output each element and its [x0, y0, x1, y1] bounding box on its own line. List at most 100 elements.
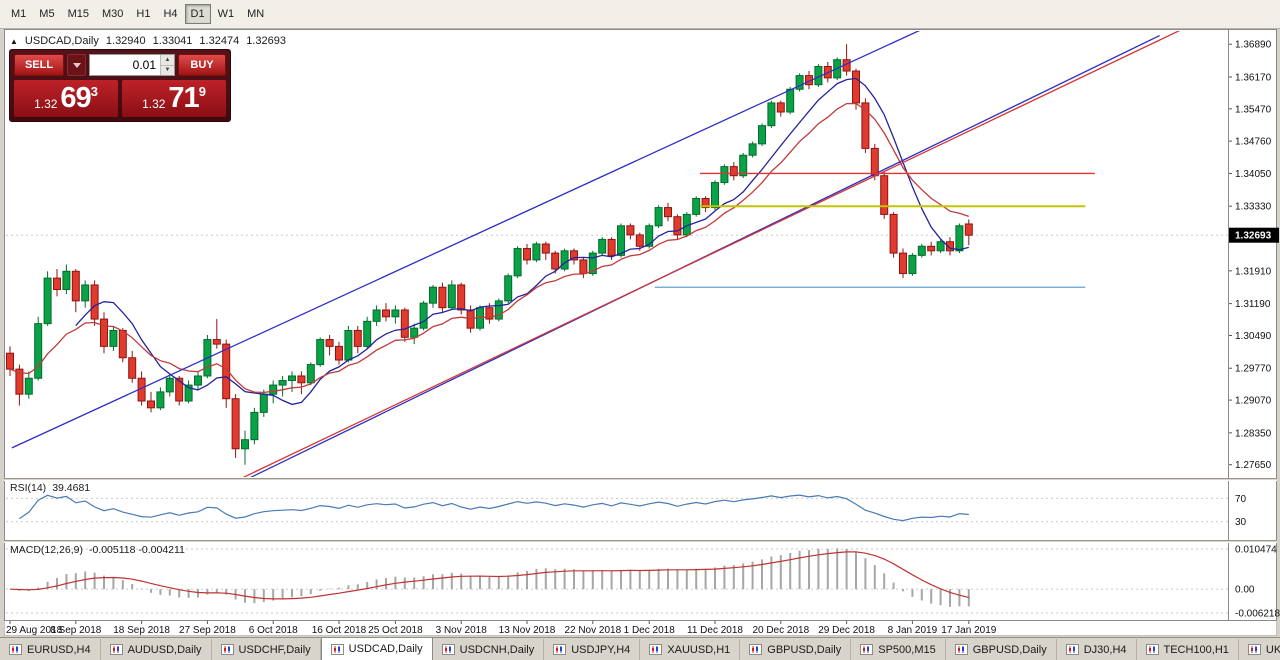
- svg-text:8 Jan 2019: 8 Jan 2019: [888, 625, 938, 636]
- svg-text:22 Nov 2018: 22 Nov 2018: [564, 625, 621, 636]
- lot-size-value[interactable]: 0.01: [132, 58, 156, 72]
- chart-tab-label: TECH100,H1: [1163, 643, 1229, 656]
- chart-tab-eurusd-h4[interactable]: EURUSD,H4: [0, 639, 101, 660]
- one-click-toggle-icon[interactable]: [10, 35, 18, 47]
- chart-window: 1.36890 1.36170 1.35470 1.34760 1.34050 1.333…: [0, 29, 1280, 637]
- chevron-down-icon: [72, 62, 81, 68]
- timeframe-button-m15[interactable]: M15: [62, 4, 95, 24]
- svg-text:11 Dec 2018: 11 Dec 2018: [687, 625, 743, 636]
- sell-price-display[interactable]: 1.32 69 3: [14, 80, 118, 117]
- candlestick-chart-icon: [1247, 644, 1261, 655]
- svg-text:1.32693: 1.32693: [1235, 231, 1272, 242]
- svg-text:25 Oct 2018: 25 Oct 2018: [368, 625, 423, 636]
- svg-text:30: 30: [1235, 517, 1247, 528]
- timeframe-button-mn[interactable]: MN: [241, 4, 270, 24]
- sell-button[interactable]: SELL: [14, 54, 64, 76]
- timeframe-button-m5[interactable]: M5: [33, 4, 60, 24]
- chart-tab-usdjpy-h4[interactable]: USDJPY,H4: [544, 639, 641, 660]
- chart-tab-label: UKOil,H1: [1265, 643, 1280, 656]
- svg-text:1 Dec 2018: 1 Dec 2018: [624, 625, 676, 636]
- svg-text:17 Jan 2019: 17 Jan 2019: [941, 625, 996, 636]
- timeframe-toolbar: M1 M5 M15 M30 H1 H4 D1 W1 MN: [0, 0, 1280, 29]
- rsi-value: 39.4681: [52, 482, 91, 494]
- chart-tab-sp500-m15[interactable]: SP500,M15: [851, 639, 946, 660]
- lot-options-button[interactable]: [67, 54, 86, 76]
- candlestick-chart-icon: [553, 644, 567, 655]
- svg-text:8 Sep 2018: 8 Sep 2018: [50, 625, 102, 636]
- svg-text:1.34760: 1.34760: [1235, 137, 1272, 148]
- ohlc-low: 1.32474: [199, 35, 240, 47]
- chart-tab-label: SP500,M15: [878, 643, 936, 656]
- candlestick-chart-icon: [220, 644, 234, 655]
- timeframe-button-m1[interactable]: M1: [5, 4, 32, 24]
- chart-tabs-bar: EURUSD,H4 AUDUSD,Daily USDCHF,Daily USDCAD,…: [0, 637, 1280, 660]
- svg-text:70: 70: [1235, 494, 1247, 505]
- candlestick-chart-icon: [1065, 644, 1079, 655]
- svg-text:1.36170: 1.36170: [1235, 72, 1272, 83]
- rsi-name: RSI(14): [10, 482, 47, 494]
- chart-tab-audusd-daily[interactable]: AUDUSD,Daily: [101, 639, 212, 660]
- candlestick-chart-icon: [9, 644, 22, 655]
- chart-tab-usdcad-daily[interactable]: USDCAD,Daily: [320, 638, 433, 660]
- chart-tab-label: GBPUSD,Daily: [767, 643, 842, 656]
- chart-tab-label: GBPUSD,Daily: [972, 643, 1047, 656]
- sell-price-prefix: 1.32: [34, 97, 58, 111]
- svg-text:3 Nov 2018: 3 Nov 2018: [436, 625, 488, 636]
- chart-tab-label: AUDUSD,Daily: [127, 643, 202, 656]
- timeframe-button-h1[interactable]: H1: [130, 4, 156, 24]
- svg-text:13 Nov 2018: 13 Nov 2018: [499, 625, 556, 636]
- chart-tab-label: EURUSD,H4: [27, 643, 91, 656]
- svg-text:1.31190: 1.31190: [1235, 299, 1271, 310]
- svg-text:1.35470: 1.35470: [1235, 104, 1272, 115]
- rsi-indicator-label: RSI(14) 39.4681: [10, 482, 90, 494]
- chart-tab-label: USDCAD,Daily: [348, 643, 423, 655]
- sell-price-big: 69: [60, 82, 91, 114]
- chart-tab-label: XAUUSD,H1: [667, 643, 731, 656]
- chart-tab-gbpusd-daily[interactable]: GBPUSD,Daily: [740, 639, 852, 660]
- svg-text:-0.006218: -0.006218: [1235, 609, 1280, 620]
- ohlc-open: 1.32940: [105, 35, 146, 47]
- lot-spinner[interactable]: [160, 55, 174, 75]
- candlestick-chart-icon: [649, 644, 663, 655]
- ohlc-high: 1.33041: [152, 35, 193, 47]
- chart-tab-label: USDJPY,H4: [571, 643, 631, 656]
- candlestick-chart-icon: [330, 643, 344, 655]
- svg-text:1.29070: 1.29070: [1235, 396, 1272, 407]
- timeframe-button-d1[interactable]: D1: [184, 4, 211, 24]
- chart-canvas[interactable]: 1.36890 1.36170 1.35470 1.34760 1.34050 1.333…: [0, 29, 1280, 637]
- candlestick-chart-icon: [954, 644, 968, 655]
- buy-price-prefix: 1.32: [142, 97, 166, 111]
- spinner-up-icon[interactable]: [161, 55, 174, 66]
- svg-text:1.27650: 1.27650: [1235, 460, 1272, 471]
- buy-button[interactable]: BUY: [178, 54, 226, 76]
- timeframe-button-w1[interactable]: W1: [212, 4, 241, 24]
- chart-tab-xauusd-h1[interactable]: XAUUSD,H1: [640, 639, 741, 660]
- macd-name: MACD(12,26,9): [10, 544, 83, 556]
- svg-text:29 Dec 2018: 29 Dec 2018: [818, 625, 875, 636]
- chart-tab-tech100-h1[interactable]: TECH100,H1: [1137, 639, 1239, 660]
- chart-tab-gbpusd-daily[interactable]: GBPUSD,Daily: [946, 639, 1057, 660]
- chart-symbol-label: USDCAD,Daily: [24, 35, 99, 47]
- candlestick-chart-icon: [749, 644, 763, 655]
- chart-tab-label: USDCNH,Daily: [459, 643, 535, 656]
- buy-price-big: 71: [168, 82, 199, 114]
- spinner-down-icon[interactable]: [161, 65, 174, 75]
- chart-tab-usdcnh-daily[interactable]: USDCNH,Daily: [433, 639, 545, 660]
- timeframe-button-h4[interactable]: H4: [157, 4, 183, 24]
- lot-size-field[interactable]: 0.01: [89, 54, 175, 76]
- candlestick-chart-icon: [860, 644, 874, 655]
- candlestick-chart-icon: [441, 644, 455, 655]
- svg-text:6 Oct 2018: 6 Oct 2018: [249, 625, 298, 636]
- svg-text:27 Sep 2018: 27 Sep 2018: [179, 625, 236, 636]
- chart-tab-usdchf-daily[interactable]: USDCHF,Daily: [212, 639, 321, 660]
- chart-tab-dj30-h4[interactable]: DJ30,H4: [1057, 639, 1137, 660]
- macd-indicator-label: MACD(12,26,9) -0.005118 -0.004211: [10, 544, 185, 556]
- timeframe-button-m30[interactable]: M30: [96, 4, 129, 24]
- svg-text:18 Sep 2018: 18 Sep 2018: [113, 625, 170, 636]
- macd-values: -0.005118 -0.004211: [88, 544, 185, 556]
- svg-text:1.33330: 1.33330: [1235, 202, 1272, 213]
- svg-text:1.30490: 1.30490: [1235, 331, 1272, 342]
- chart-tab-ukoil-h1[interactable]: UKOil,H1: [1239, 639, 1280, 660]
- buy-price-display[interactable]: 1.32 71 9: [122, 80, 226, 117]
